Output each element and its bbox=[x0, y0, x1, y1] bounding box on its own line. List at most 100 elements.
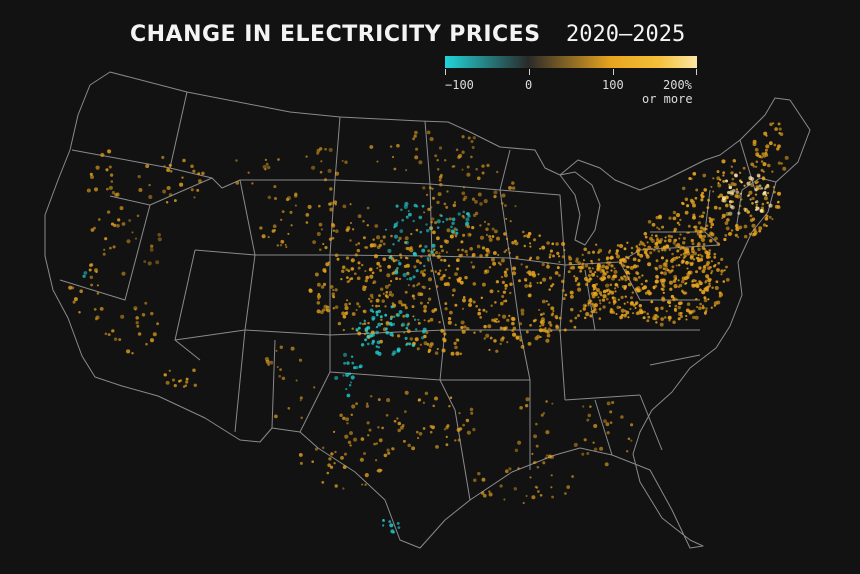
price-dot bbox=[320, 228, 323, 231]
price-dot bbox=[497, 253, 500, 257]
price-dot bbox=[371, 315, 376, 321]
price-dot bbox=[606, 261, 610, 265]
price-dot bbox=[406, 271, 409, 275]
price-dot bbox=[710, 226, 713, 229]
price-dot bbox=[742, 166, 746, 170]
price-dot bbox=[575, 257, 579, 261]
price-dot bbox=[328, 237, 333, 241]
price-dot bbox=[509, 282, 513, 286]
price-dot bbox=[749, 198, 752, 201]
price-dot bbox=[462, 216, 466, 219]
price-dot bbox=[330, 201, 334, 205]
price-dot bbox=[700, 255, 704, 258]
price-dot bbox=[702, 173, 707, 178]
price-dot bbox=[579, 309, 582, 313]
price-dot bbox=[466, 225, 471, 229]
price-dot bbox=[673, 229, 676, 233]
price-dot bbox=[603, 419, 607, 423]
price-dot bbox=[481, 246, 486, 250]
price-dot bbox=[299, 461, 303, 465]
price-dot bbox=[702, 195, 705, 198]
title-row: CHANGE IN ELECTRICITY PRICES 2020–2025 bbox=[0, 22, 860, 54]
price-dot bbox=[362, 285, 366, 289]
price-dot bbox=[389, 332, 394, 337]
price-dot bbox=[778, 131, 781, 135]
price-dot bbox=[479, 330, 482, 333]
price-dot bbox=[590, 259, 593, 263]
price-dot bbox=[588, 266, 591, 270]
price-dot bbox=[429, 227, 433, 230]
price-dot bbox=[423, 211, 426, 214]
price-dot bbox=[466, 327, 470, 331]
price-dot bbox=[311, 165, 316, 170]
price-dot bbox=[137, 174, 141, 179]
price-dot bbox=[267, 363, 270, 366]
price-dot bbox=[347, 440, 352, 445]
price-dot bbox=[393, 223, 398, 228]
price-dot bbox=[387, 248, 392, 253]
price-dot bbox=[341, 269, 345, 273]
price-dot bbox=[377, 322, 382, 327]
price-dot bbox=[705, 224, 709, 228]
price-dot bbox=[660, 306, 664, 310]
price-dot bbox=[712, 190, 715, 193]
price-dot bbox=[329, 187, 333, 191]
price-dot bbox=[643, 310, 646, 314]
price-dot bbox=[405, 169, 408, 172]
price-dot bbox=[552, 309, 555, 313]
price-dot bbox=[522, 501, 525, 505]
price-dot bbox=[114, 193, 118, 197]
price-dot bbox=[261, 234, 266, 239]
price-dot bbox=[703, 298, 708, 303]
price-dot bbox=[605, 289, 609, 293]
price-dot bbox=[691, 250, 695, 254]
price-dot bbox=[342, 487, 345, 490]
price-dot bbox=[445, 435, 448, 439]
price-dot bbox=[520, 345, 525, 349]
price-dot bbox=[503, 498, 506, 501]
price-dot bbox=[667, 238, 672, 243]
price-dot bbox=[615, 249, 619, 253]
price-dot bbox=[162, 189, 167, 194]
price-dot bbox=[451, 221, 455, 226]
price-dot bbox=[111, 191, 116, 195]
price-dot bbox=[334, 305, 339, 309]
price-dot bbox=[624, 268, 627, 272]
price-dot bbox=[423, 309, 427, 313]
price-dot bbox=[405, 240, 409, 245]
price-dot bbox=[544, 327, 547, 330]
price-dot bbox=[382, 257, 387, 262]
price-dot bbox=[673, 284, 678, 289]
price-dot bbox=[479, 235, 485, 240]
price-dot bbox=[748, 176, 753, 181]
price-dot bbox=[328, 261, 331, 264]
price-dot bbox=[708, 282, 711, 285]
price-dot bbox=[389, 523, 394, 528]
price-dot bbox=[780, 162, 783, 165]
price-dot bbox=[467, 136, 471, 140]
price-dot bbox=[547, 303, 550, 306]
price-dot bbox=[681, 186, 686, 191]
price-dot bbox=[331, 295, 335, 298]
price-dot bbox=[590, 278, 593, 281]
price-dot bbox=[373, 442, 376, 446]
michigan-outline bbox=[559, 171, 601, 246]
price-dot bbox=[632, 257, 637, 262]
price-dot bbox=[163, 373, 167, 377]
price-dot bbox=[391, 447, 394, 450]
price-dot bbox=[469, 407, 474, 412]
price-dot bbox=[591, 291, 595, 296]
price-dot bbox=[456, 278, 459, 281]
price-dot bbox=[454, 439, 457, 442]
price-dot bbox=[621, 263, 625, 267]
price-dot bbox=[408, 277, 413, 281]
price-dot bbox=[677, 305, 681, 310]
price-dot bbox=[332, 229, 336, 232]
price-dot bbox=[396, 349, 401, 353]
price-dot bbox=[514, 448, 519, 453]
price-dot bbox=[390, 234, 393, 238]
price-dot bbox=[607, 263, 611, 267]
price-dot bbox=[705, 263, 709, 267]
price-dot bbox=[397, 428, 401, 433]
price-dot bbox=[659, 322, 664, 327]
